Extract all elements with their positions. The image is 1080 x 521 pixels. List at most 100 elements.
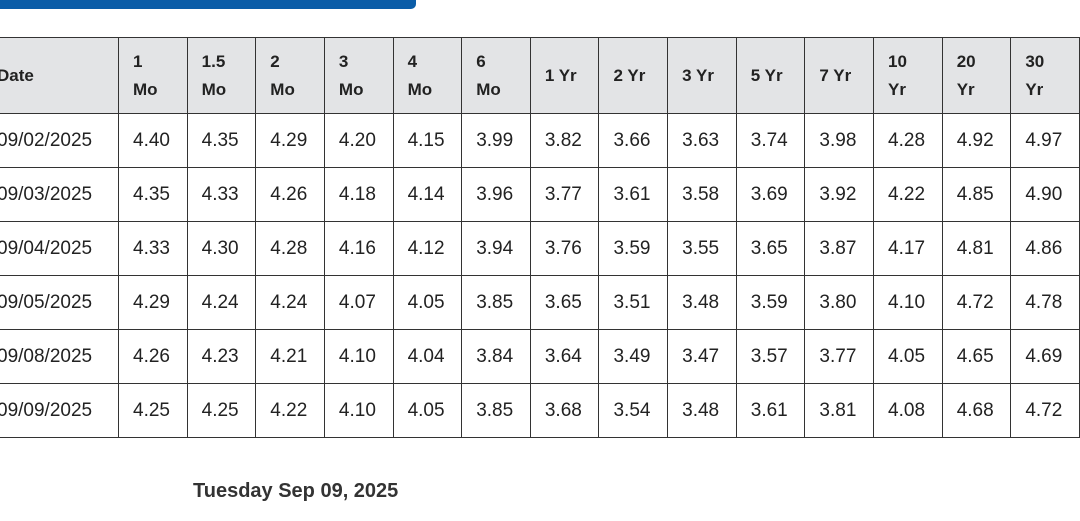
date-cell: 09/08/2025: [0, 329, 119, 384]
rate-cell: 3.77: [529, 167, 600, 222]
date-cell: 09/02/2025: [0, 113, 119, 168]
column-header-text: 3 Yr: [682, 65, 714, 85]
rate-cell: 3.48: [667, 383, 737, 438]
rate-cell: 4.78: [1010, 275, 1080, 330]
column-header-text: 2 Mo: [270, 51, 295, 99]
rate-cell: 4.29: [118, 275, 188, 330]
column-header: 5 Yr: [735, 37, 806, 114]
rate-cell: 3.61: [735, 383, 806, 438]
rate-cell: 4.35: [186, 113, 257, 168]
column-header: 1 Mo: [118, 37, 188, 114]
data-row: 09/09/2025 4.25 4.25 4.22 4.10 4.05 3.85 3.68 3.…: [0, 383, 1080, 438]
rate-cell: 4.72: [1010, 383, 1080, 438]
rate-cell: 4.65: [941, 329, 1012, 384]
column-header-text: 4 Mo: [407, 51, 433, 99]
rate-cell: 4.05: [392, 383, 463, 438]
data-row: 09/03/2025 4.35 4.33 4.26 4.18 4.14 3.96 3.77 3.…: [0, 167, 1080, 222]
data-row: 09/08/2025 4.26 4.23 4.21 4.10 4.04 3.84 3.64 3.…: [0, 329, 1080, 384]
rate-cell: 4.28: [873, 113, 943, 168]
column-header-text: 10 Yr: [888, 51, 907, 99]
column-header: 30 Yr: [1010, 37, 1080, 114]
column-header: 20 Yr: [941, 37, 1012, 114]
column-header-text: 1.5 Mo: [201, 51, 227, 99]
rate-cell: 4.16: [323, 221, 394, 276]
rate-cell: 4.26: [255, 167, 325, 222]
column-header-text: 3 Mo: [338, 51, 364, 99]
rate-cell: 4.30: [186, 221, 257, 276]
column-header-text: 1 Mo: [133, 51, 158, 99]
rate-cell: 3.54: [598, 383, 669, 438]
column-header-text: 6 Mo: [476, 51, 501, 99]
column-header: 3 Yr: [667, 37, 737, 114]
rate-cell: 3.92: [804, 167, 875, 222]
rate-cell: 4.97: [1010, 113, 1080, 168]
rate-cell: 3.96: [461, 167, 531, 222]
column-header-text: 20 Yr: [956, 51, 976, 99]
rate-cell: 3.94: [461, 221, 531, 276]
rate-cell: 4.40: [118, 113, 188, 168]
rate-cell: 4.35: [118, 167, 188, 222]
rate-cell: 4.10: [873, 275, 943, 330]
rate-cell: 4.92: [941, 113, 1012, 168]
yield-table: Date 1 Mo 1.5 Mo 2 Mo 3 Mo 4 Mo 6 Mo 1 Yr 2 Yr 3 …: [0, 37, 1080, 438]
rate-cell: 4.18: [323, 167, 394, 222]
header-row: Date 1 Mo 1.5 Mo 2 Mo 3 Mo 4 Mo 6 Mo 1 Yr 2 Yr 3 …: [0, 37, 1080, 114]
rate-cell: 3.99: [461, 113, 531, 168]
rate-cell: 3.65: [735, 221, 806, 276]
rate-cell: 3.82: [529, 113, 600, 168]
column-header: 2 Mo: [255, 37, 325, 114]
rate-cell: 4.22: [255, 383, 325, 438]
rate-cell: 4.68: [941, 383, 1012, 438]
date-cell: 09/03/2025: [0, 167, 119, 222]
rate-cell: 3.58: [667, 167, 737, 222]
rate-cell: 3.76: [529, 221, 600, 276]
rate-cell: 4.81: [941, 221, 1012, 276]
rate-cell: 3.59: [598, 221, 669, 276]
rate-cell: 3.68: [529, 383, 600, 438]
data-row: 09/05/2025 4.29 4.24 4.24 4.07 4.05 3.85 3.65 3.…: [0, 275, 1080, 330]
rate-cell: 4.90: [1010, 167, 1080, 222]
column-header: 10 Yr: [873, 37, 943, 114]
rate-cell: 3.65: [529, 275, 600, 330]
column-header-text: 7 Yr: [819, 65, 852, 85]
date-heading: Tuesday Sep 09, 2025: [193, 480, 399, 502]
rate-cell: 4.12: [392, 221, 463, 276]
rate-cell: 3.63: [667, 113, 737, 168]
column-header: 1.5 Mo: [186, 37, 257, 114]
rate-cell: 4.33: [186, 167, 257, 222]
rate-cell: 4.29: [255, 113, 325, 168]
rate-cell: 4.07: [323, 275, 394, 330]
rate-cell: 3.64: [529, 329, 600, 384]
rate-cell: 3.55: [667, 221, 737, 276]
column-header: 1 Yr: [529, 37, 600, 114]
rate-cell: 3.66: [598, 113, 669, 168]
rate-cell: 3.49: [598, 329, 669, 384]
rate-cell: 4.08: [873, 383, 943, 438]
column-header-text: 5 Yr: [750, 65, 783, 85]
rate-cell: 3.81: [804, 383, 875, 438]
rate-cell: 4.04: [392, 329, 463, 384]
column-header: 7 Yr: [804, 37, 875, 114]
rate-cell: 4.22: [873, 167, 943, 222]
rate-cell: 4.33: [118, 221, 188, 276]
rate-cell: 3.74: [735, 113, 806, 168]
column-header-text: Date: [0, 65, 34, 85]
rate-cell: 4.24: [186, 275, 257, 330]
rate-cell: 3.57: [735, 329, 806, 384]
rate-cell: 4.85: [941, 167, 1012, 222]
rate-cell: 4.69: [1010, 329, 1080, 384]
column-header-text: 30 Yr: [1025, 51, 1045, 99]
rate-cell: 4.24: [255, 275, 325, 330]
date-cell: 09/05/2025: [0, 275, 119, 330]
rate-cell: 3.51: [598, 275, 669, 330]
rate-cell: 3.69: [735, 167, 806, 222]
rate-cell: 4.86: [1010, 221, 1080, 276]
rate-cell: 3.47: [667, 329, 737, 384]
column-header-text: 1 Yr: [544, 65, 577, 85]
rate-cell: 4.72: [941, 275, 1012, 330]
rate-cell: 4.25: [118, 383, 188, 438]
rate-cell: 4.17: [873, 221, 943, 276]
rate-cell: 3.98: [804, 113, 875, 168]
date-cell: 09/04/2025: [0, 221, 119, 276]
